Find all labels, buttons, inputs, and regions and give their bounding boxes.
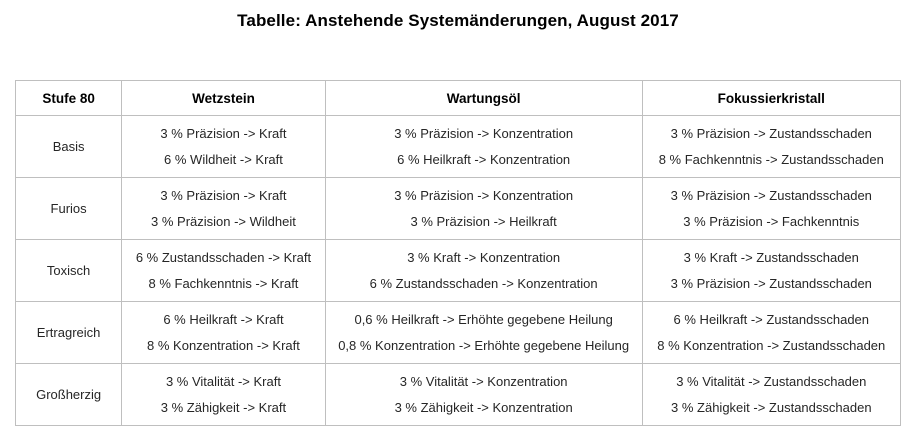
table-header-row: Stufe 80 Wetzstein Wartungsöl Fokussierk… <box>14 80 902 116</box>
table-row-toxisch: Toxisch 6 % Zustandsschaden -> Kraft 8 %… <box>14 239 902 302</box>
cell-line: 3 % Kraft -> Konzentration <box>407 250 561 265</box>
row-label-text: Ertragreich <box>36 325 101 340</box>
column-header-stufe-80: Stufe 80 <box>14 80 123 116</box>
table-cell: 3 % Präzision -> Zustandsschaden 8 % Fac… <box>641 115 902 178</box>
cell-line: 3 % Präzision -> Kraft <box>160 188 287 203</box>
cell-line: 8 % Konzentration -> Kraft <box>147 338 300 353</box>
cell-line: 3 % Zähigkeit -> Kraft <box>160 400 287 415</box>
table-cell: 3 % Vitalität -> Zustandsschaden 3 % Zäh… <box>641 363 902 426</box>
column-header-wartungsoel: Wartungsöl <box>324 80 643 116</box>
table-cell: 3 % Präzision -> Konzentration 3 % Präzi… <box>324 177 643 240</box>
row-label-text: Toxisch <box>46 263 91 278</box>
row-label: Ertragreich <box>14 301 123 364</box>
table-cell: 6 % Heilkraft -> Kraft 8 % Konzentration… <box>121 301 326 364</box>
cell-line: 3 % Präzision -> Konzentration <box>394 188 574 203</box>
cell-line: 3 % Präzision -> Wildheit <box>151 214 296 229</box>
cell-line: 6 % Zustandsschaden -> Kraft <box>135 250 312 265</box>
table-cell: 3 % Präzision -> Kraft 6 % Wildheit -> K… <box>121 115 326 178</box>
cell-line: 3 % Vitalität -> Kraft <box>165 374 281 389</box>
cell-line: 8 % Fachkenntnis -> Kraft <box>148 276 299 291</box>
cell-line: 3 % Präzision -> Fachkenntnis <box>683 214 860 229</box>
table-cell: 3 % Präzision -> Zustandsschaden 3 % Prä… <box>641 177 902 240</box>
column-header-fokussierkristall: Fokussierkristall <box>641 80 902 116</box>
row-label: Basis <box>14 115 123 178</box>
system-changes-table: Stufe 80 Wetzstein Wartungsöl Fokussierk… <box>14 80 902 426</box>
cell-line: 3 % Zähigkeit -> Konzentration <box>394 400 573 415</box>
cell-line: 3 % Präzision -> Zustandsschaden <box>670 188 872 203</box>
cell-line: 6 % Wildheit -> Kraft <box>164 152 283 167</box>
cell-line: 0,8 % Konzentration -> Erhöhte gegebene … <box>338 338 630 353</box>
cell-line: 6 % Heilkraft -> Konzentration <box>397 152 571 167</box>
cell-line: 3 % Präzision -> Kraft <box>160 126 287 141</box>
table-row-grossherzig: Großherzig 3 % Vitalität -> Kraft 3 % Zä… <box>14 363 902 426</box>
cell-line: 3 % Präzision -> Zustandsschaden <box>670 126 872 141</box>
cell-line: 3 % Vitalität -> Konzentration <box>399 374 568 389</box>
cell-line: 3 % Zähigkeit -> Zustandsschaden <box>671 400 872 415</box>
row-label-text: Basis <box>52 139 85 154</box>
cell-line: 3 % Kraft -> Zustandsschaden <box>683 250 859 265</box>
cell-line: 6 % Zustandsschaden -> Konzentration <box>369 276 598 291</box>
table-cell: 3 % Kraft -> Zustandsschaden 3 % Präzisi… <box>641 239 902 302</box>
cell-line: 0,6 % Heilkraft -> Erhöhte gegebene Heil… <box>354 312 613 327</box>
table-row-ertragreich: Ertragreich 6 % Heilkraft -> Kraft 8 % K… <box>14 301 902 364</box>
cell-line: 3 % Präzision -> Konzentration <box>394 126 574 141</box>
table-cell: 3 % Präzision -> Kraft 3 % Präzision -> … <box>121 177 326 240</box>
table-cell: 0,6 % Heilkraft -> Erhöhte gegebene Heil… <box>324 301 643 364</box>
table-row-basis: Basis 3 % Präzision -> Kraft 6 % Wildhei… <box>14 115 902 178</box>
cell-line: 3 % Präzision -> Heilkraft <box>410 214 557 229</box>
table-cell: 3 % Kraft -> Konzentration 6 % Zustandss… <box>324 239 643 302</box>
row-label-text: Furios <box>50 201 87 216</box>
table-cell: 3 % Vitalität -> Kraft 3 % Zähigkeit -> … <box>121 363 326 426</box>
cell-line: 6 % Heilkraft -> Kraft <box>163 312 284 327</box>
row-label-text: Großherzig <box>36 387 102 402</box>
table-cell: 6 % Heilkraft -> Zustandsschaden 8 % Kon… <box>641 301 902 364</box>
row-label: Großherzig <box>14 363 123 426</box>
cell-line: 3 % Präzision -> Zustandsschaden <box>670 276 872 291</box>
row-label: Toxisch <box>14 239 123 302</box>
cell-line: 6 % Heilkraft -> Zustandsschaden <box>673 312 870 327</box>
table-cell: 3 % Präzision -> Konzentration 6 % Heilk… <box>324 115 643 178</box>
table-row-furios: Furios 3 % Präzision -> Kraft 3 % Präzis… <box>14 177 902 240</box>
cell-line: 8 % Konzentration -> Zustandsschaden <box>657 338 886 353</box>
row-label: Furios <box>14 177 123 240</box>
cell-line: 8 % Fachkenntnis -> Zustandsschaden <box>658 152 884 167</box>
column-header-wetzstein: Wetzstein <box>121 80 326 116</box>
page-title: Tabelle: Anstehende Systemänderungen, Au… <box>237 11 679 30</box>
table-cell: 6 % Zustandsschaden -> Kraft 8 % Fachken… <box>121 239 326 302</box>
table-cell: 3 % Vitalität -> Konzentration 3 % Zähig… <box>324 363 643 426</box>
cell-line: 3 % Vitalität -> Zustandsschaden <box>676 374 867 389</box>
